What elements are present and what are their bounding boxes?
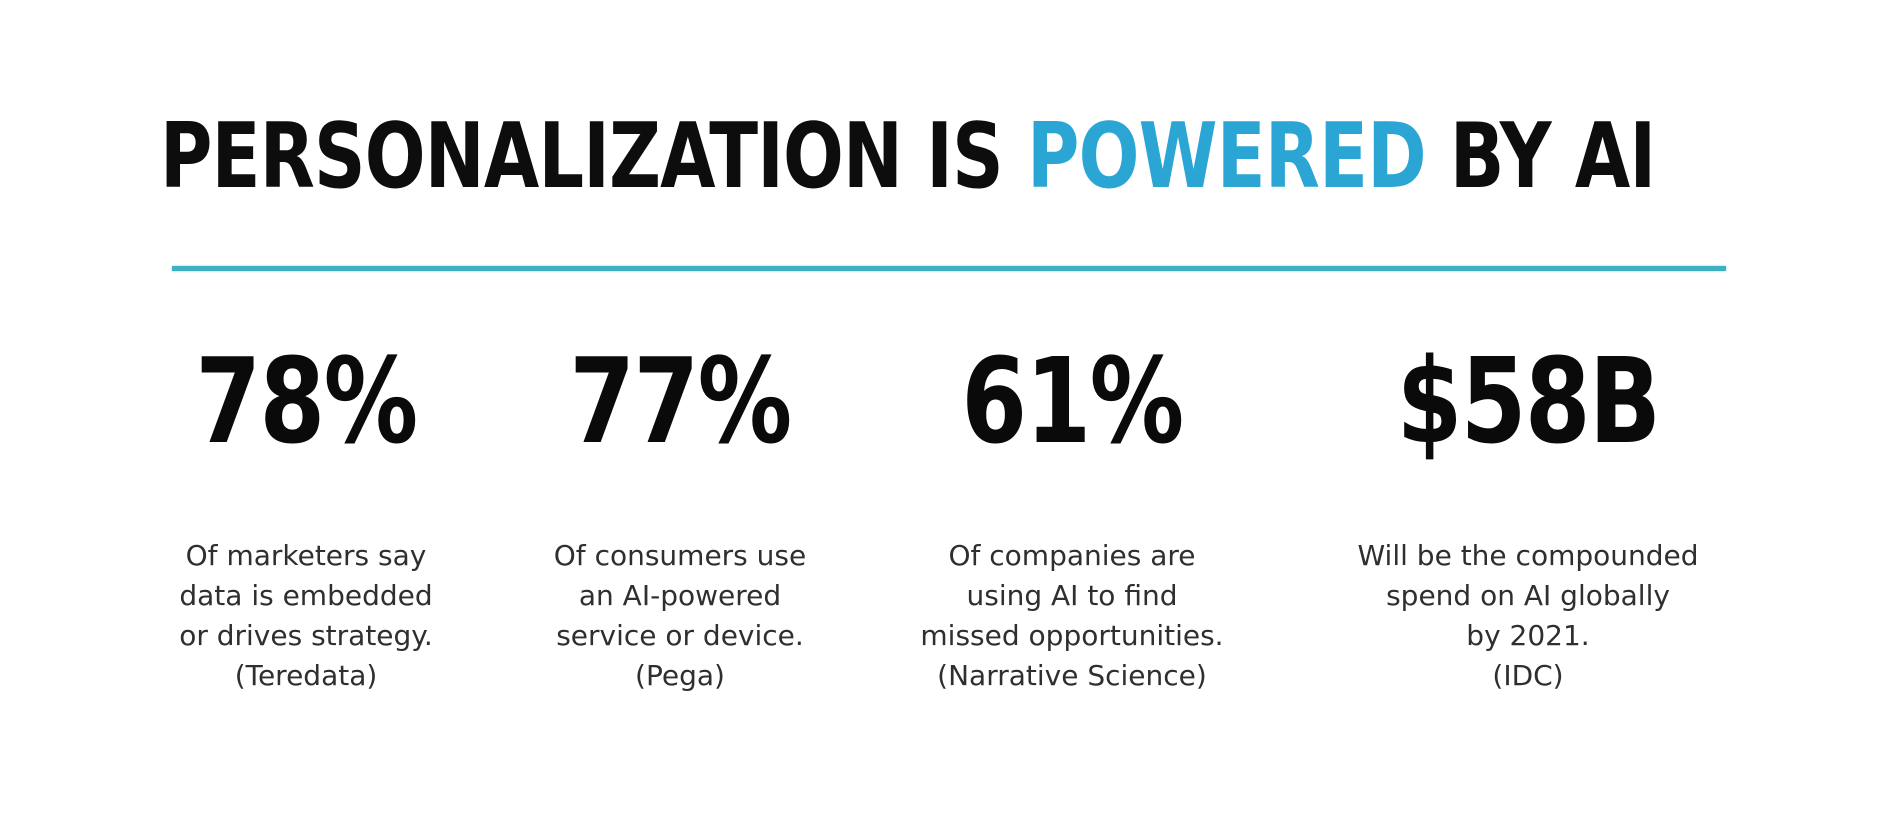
title-text-post: BY AI (1425, 104, 1656, 209)
stat-description: Of marketers say data is embedded or dri… (179, 539, 433, 692)
stat-value: 78% (195, 332, 418, 470)
stat-description: Of consumers use an AI-powered service o… (553, 539, 807, 692)
stat-value: $58B (1396, 332, 1661, 470)
stat-description: Of companies are using AI to find missed… (920, 539, 1224, 692)
page-title: PERSONALIZATION IS POWERED BY AI (160, 112, 1656, 202)
stat-value: 77% (569, 332, 792, 470)
stat-column-consumers: 77% Of consumers use an AI-powered servi… (500, 330, 860, 692)
stat-value: 61% (961, 332, 1184, 470)
stat-description: Will be the compounded spend on AI globa… (1357, 539, 1699, 692)
stat-column-marketers: 78% Of marketers say data is embedded or… (126, 330, 486, 692)
title-divider (172, 266, 1726, 271)
stat-column-ai-spend: $58B Will be the compounded spend on AI … (1348, 330, 1708, 692)
title-text-highlight: POWERED (1026, 104, 1427, 209)
title-text-pre: PERSONALIZATION IS (160, 104, 1027, 209)
stat-column-companies: 61% Of companies are using AI to find mi… (892, 330, 1252, 692)
